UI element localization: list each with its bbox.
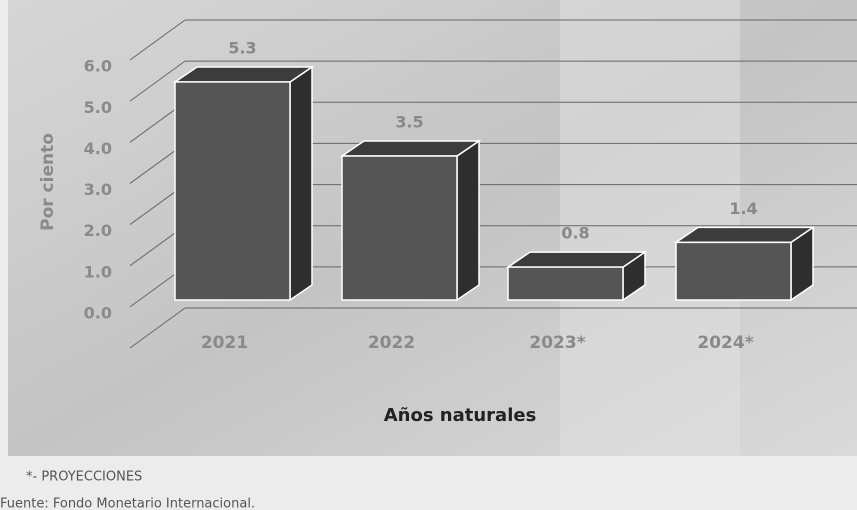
bar [507,266,624,301]
bar [675,241,792,301]
bar-top [339,140,482,157]
x-axis-title: Años naturales [384,405,537,426]
value-label: 5.3 [228,38,256,57]
y-tick-label: 3.0 [84,180,112,199]
y-tick-label: 4.0 [84,139,112,158]
bar-top [172,66,315,83]
grid-top-slant [129,19,186,61]
bar-side [456,139,480,302]
y-axis-title: Por ciento [38,133,58,231]
bar-top [673,226,816,244]
grid-slant [129,307,186,349]
bar [174,81,291,301]
x-tick-label: 2024* [697,333,753,353]
bar-side [289,65,313,302]
value-label: 0.8 [561,224,589,243]
x-tick-label: 2022 [368,333,415,353]
bar [341,155,458,301]
y-tick-label: 5.0 [84,98,112,117]
value-label: 1.4 [729,199,757,218]
x-tick-label: 2021 [201,333,248,353]
y-tick-label: 0.0 [84,304,112,323]
source: Fuente: Fondo Monetario Internacional. [0,497,255,510]
x-tick-label: 2023* [529,333,585,353]
grid-slant [129,60,186,102]
value-label: 3.5 [395,113,423,132]
y-tick-label: 1.0 [84,262,112,281]
y-tick-label: 6.0 [84,57,112,76]
y-tick-label: 2.0 [84,221,112,240]
bar-top [505,251,648,268]
footnote: *- PROYECCIONES [26,470,142,485]
